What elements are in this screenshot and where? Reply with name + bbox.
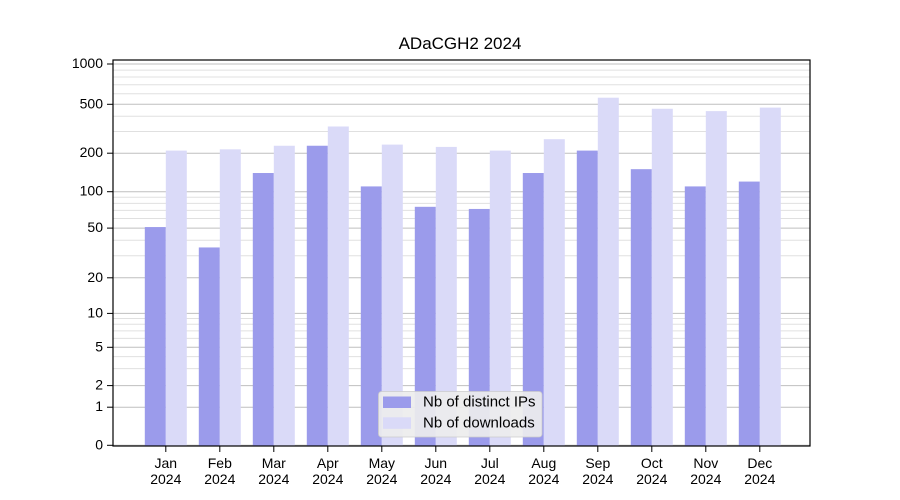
svg-text:2024: 2024 (312, 471, 343, 487)
svg-text:10: 10 (87, 304, 103, 320)
svg-text:2024: 2024 (474, 471, 505, 487)
svg-text:Sep: Sep (585, 455, 610, 471)
svg-text:2024: 2024 (636, 471, 667, 487)
svg-text:Nov: Nov (693, 455, 718, 471)
svg-text:Jul: Jul (481, 455, 499, 471)
svg-text:Oct: Oct (641, 455, 663, 471)
svg-text:Jun: Jun (425, 455, 448, 471)
svg-text:200: 200 (80, 144, 104, 160)
svg-text:Dec: Dec (747, 455, 772, 471)
svg-text:May: May (369, 455, 395, 471)
svg-text:Mar: Mar (262, 455, 286, 471)
svg-text:2024: 2024 (150, 471, 181, 487)
svg-text:2024: 2024 (258, 471, 289, 487)
svg-text:Apr: Apr (317, 455, 339, 471)
svg-text:100: 100 (80, 183, 104, 199)
svg-text:2024: 2024 (204, 471, 235, 487)
svg-text:20: 20 (87, 269, 103, 285)
svg-text:1000: 1000 (72, 55, 103, 71)
svg-text:Aug: Aug (531, 455, 556, 471)
svg-text:2024: 2024 (420, 471, 451, 487)
svg-text:Nb of downloads: Nb of downloads (423, 414, 535, 431)
svg-text:2024: 2024 (744, 471, 775, 487)
svg-text:500: 500 (80, 95, 104, 111)
svg-text:50: 50 (87, 219, 103, 235)
svg-text:0: 0 (95, 436, 103, 452)
svg-text:2024: 2024 (690, 471, 721, 487)
svg-text:1: 1 (95, 398, 103, 414)
svg-text:ADaCGH2 2024: ADaCGH2 2024 (399, 34, 522, 53)
svg-text:Nb of distinct IPs: Nb of distinct IPs (423, 394, 536, 411)
svg-text:Feb: Feb (208, 455, 232, 471)
svg-text:Jan: Jan (155, 455, 178, 471)
svg-text:2: 2 (95, 377, 103, 393)
svg-text:2024: 2024 (366, 471, 397, 487)
svg-text:2024: 2024 (582, 471, 613, 487)
svg-text:2024: 2024 (528, 471, 559, 487)
svg-text:5: 5 (95, 338, 103, 354)
